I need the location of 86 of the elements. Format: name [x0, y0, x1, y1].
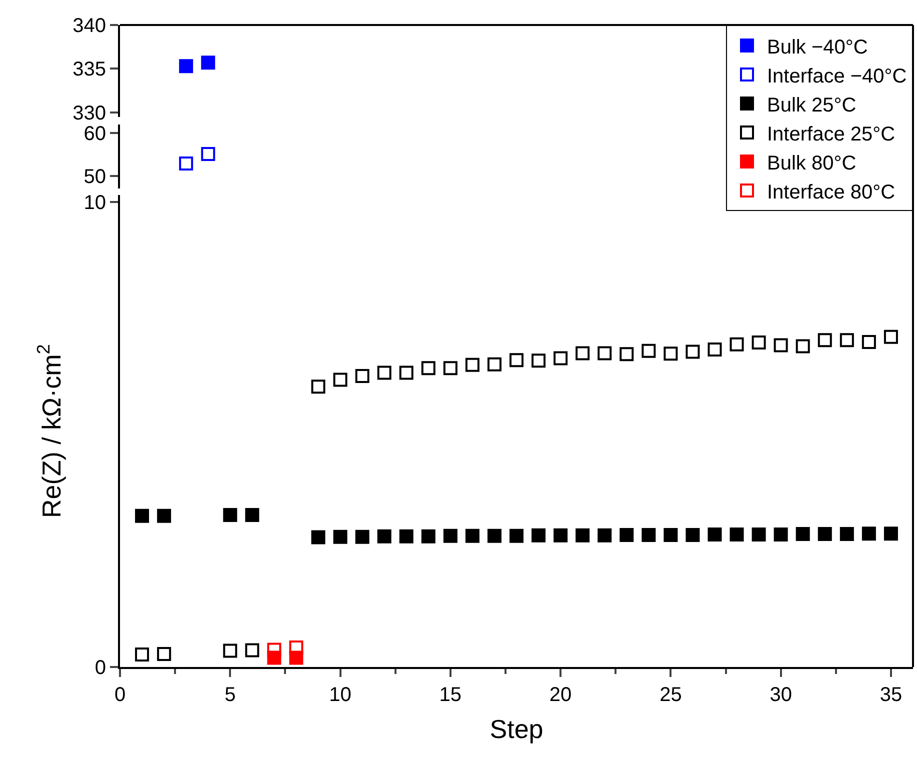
y-tick-label: 50: [84, 166, 106, 188]
legend-label: Interface 25°C: [767, 123, 896, 146]
point: [598, 346, 612, 360]
point: [355, 530, 370, 544]
point: [796, 339, 810, 354]
point: [532, 528, 546, 542]
point: [532, 354, 546, 368]
x-tick-label: 30: [770, 684, 792, 706]
point: [554, 528, 568, 542]
point: [399, 529, 414, 544]
point: [796, 527, 810, 542]
point: [752, 528, 766, 542]
point: [818, 527, 832, 542]
point: [664, 528, 678, 542]
point: [465, 358, 480, 372]
point: [443, 528, 458, 543]
y-tick-label: 335: [72, 58, 106, 81]
point: [840, 333, 854, 348]
x-tick-label: 10: [329, 684, 352, 706]
point: [377, 529, 392, 544]
point: [223, 644, 238, 658]
point: [157, 508, 172, 523]
y-tick-label: 60: [84, 123, 106, 146]
point: [708, 342, 722, 356]
point: [642, 344, 656, 358]
point: [399, 366, 414, 380]
point: [157, 646, 172, 661]
point: [355, 368, 370, 383]
legend-label: Bulk −40°C: [767, 36, 868, 58]
point: [311, 380, 326, 394]
point: [333, 372, 348, 387]
point: [774, 528, 788, 542]
point: [333, 530, 348, 544]
point: [708, 528, 722, 542]
point: [642, 528, 656, 542]
point: [421, 361, 436, 376]
point: [730, 528, 744, 542]
point: [862, 526, 876, 541]
point: [884, 330, 898, 344]
point: [311, 530, 326, 544]
y-tick-label: 340: [72, 15, 106, 37]
x-tick-label: 20: [549, 684, 572, 706]
x-tick-label: 25: [660, 684, 682, 706]
point: [664, 346, 678, 361]
point: [245, 508, 260, 522]
legend-label: Bulk 80°C: [767, 152, 856, 174]
point: [730, 337, 744, 352]
point: [818, 333, 832, 348]
y-tick-label: 10: [84, 192, 106, 214]
point: [487, 357, 502, 372]
point: [686, 344, 700, 359]
point: [752, 336, 766, 350]
x-tick-label: 0: [114, 684, 126, 706]
point: [135, 508, 150, 523]
point: [620, 528, 634, 542]
point: [576, 528, 590, 542]
text: Interface −40°C: [767, 65, 907, 88]
legend-label: Bulk 25°C: [767, 94, 856, 116]
point: [598, 528, 612, 542]
point: [487, 528, 502, 543]
point: [135, 647, 150, 662]
point: [576, 346, 590, 360]
point: [465, 528, 480, 543]
point: [510, 528, 524, 543]
point: [620, 347, 634, 362]
point: [223, 508, 238, 522]
point: [774, 338, 788, 352]
point: [267, 642, 282, 657]
point: [443, 361, 458, 376]
x-tick-label: 5: [224, 684, 236, 706]
x-axis-title: Step: [490, 714, 544, 744]
y-tick-label: 0: [94, 657, 106, 679]
y-tick-label: 330: [72, 102, 106, 124]
legend-label: Interface 80°C: [767, 181, 896, 204]
point: [510, 353, 524, 368]
x-tick-label: 15: [439, 684, 462, 706]
point: [554, 351, 568, 366]
point: [421, 529, 436, 544]
point: [884, 526, 898, 541]
point: [686, 528, 700, 542]
point: [289, 640, 304, 654]
point: [377, 366, 392, 380]
x-tick-label: 35: [880, 684, 902, 706]
point: [840, 527, 854, 542]
point: [862, 335, 876, 350]
point: [245, 643, 260, 658]
